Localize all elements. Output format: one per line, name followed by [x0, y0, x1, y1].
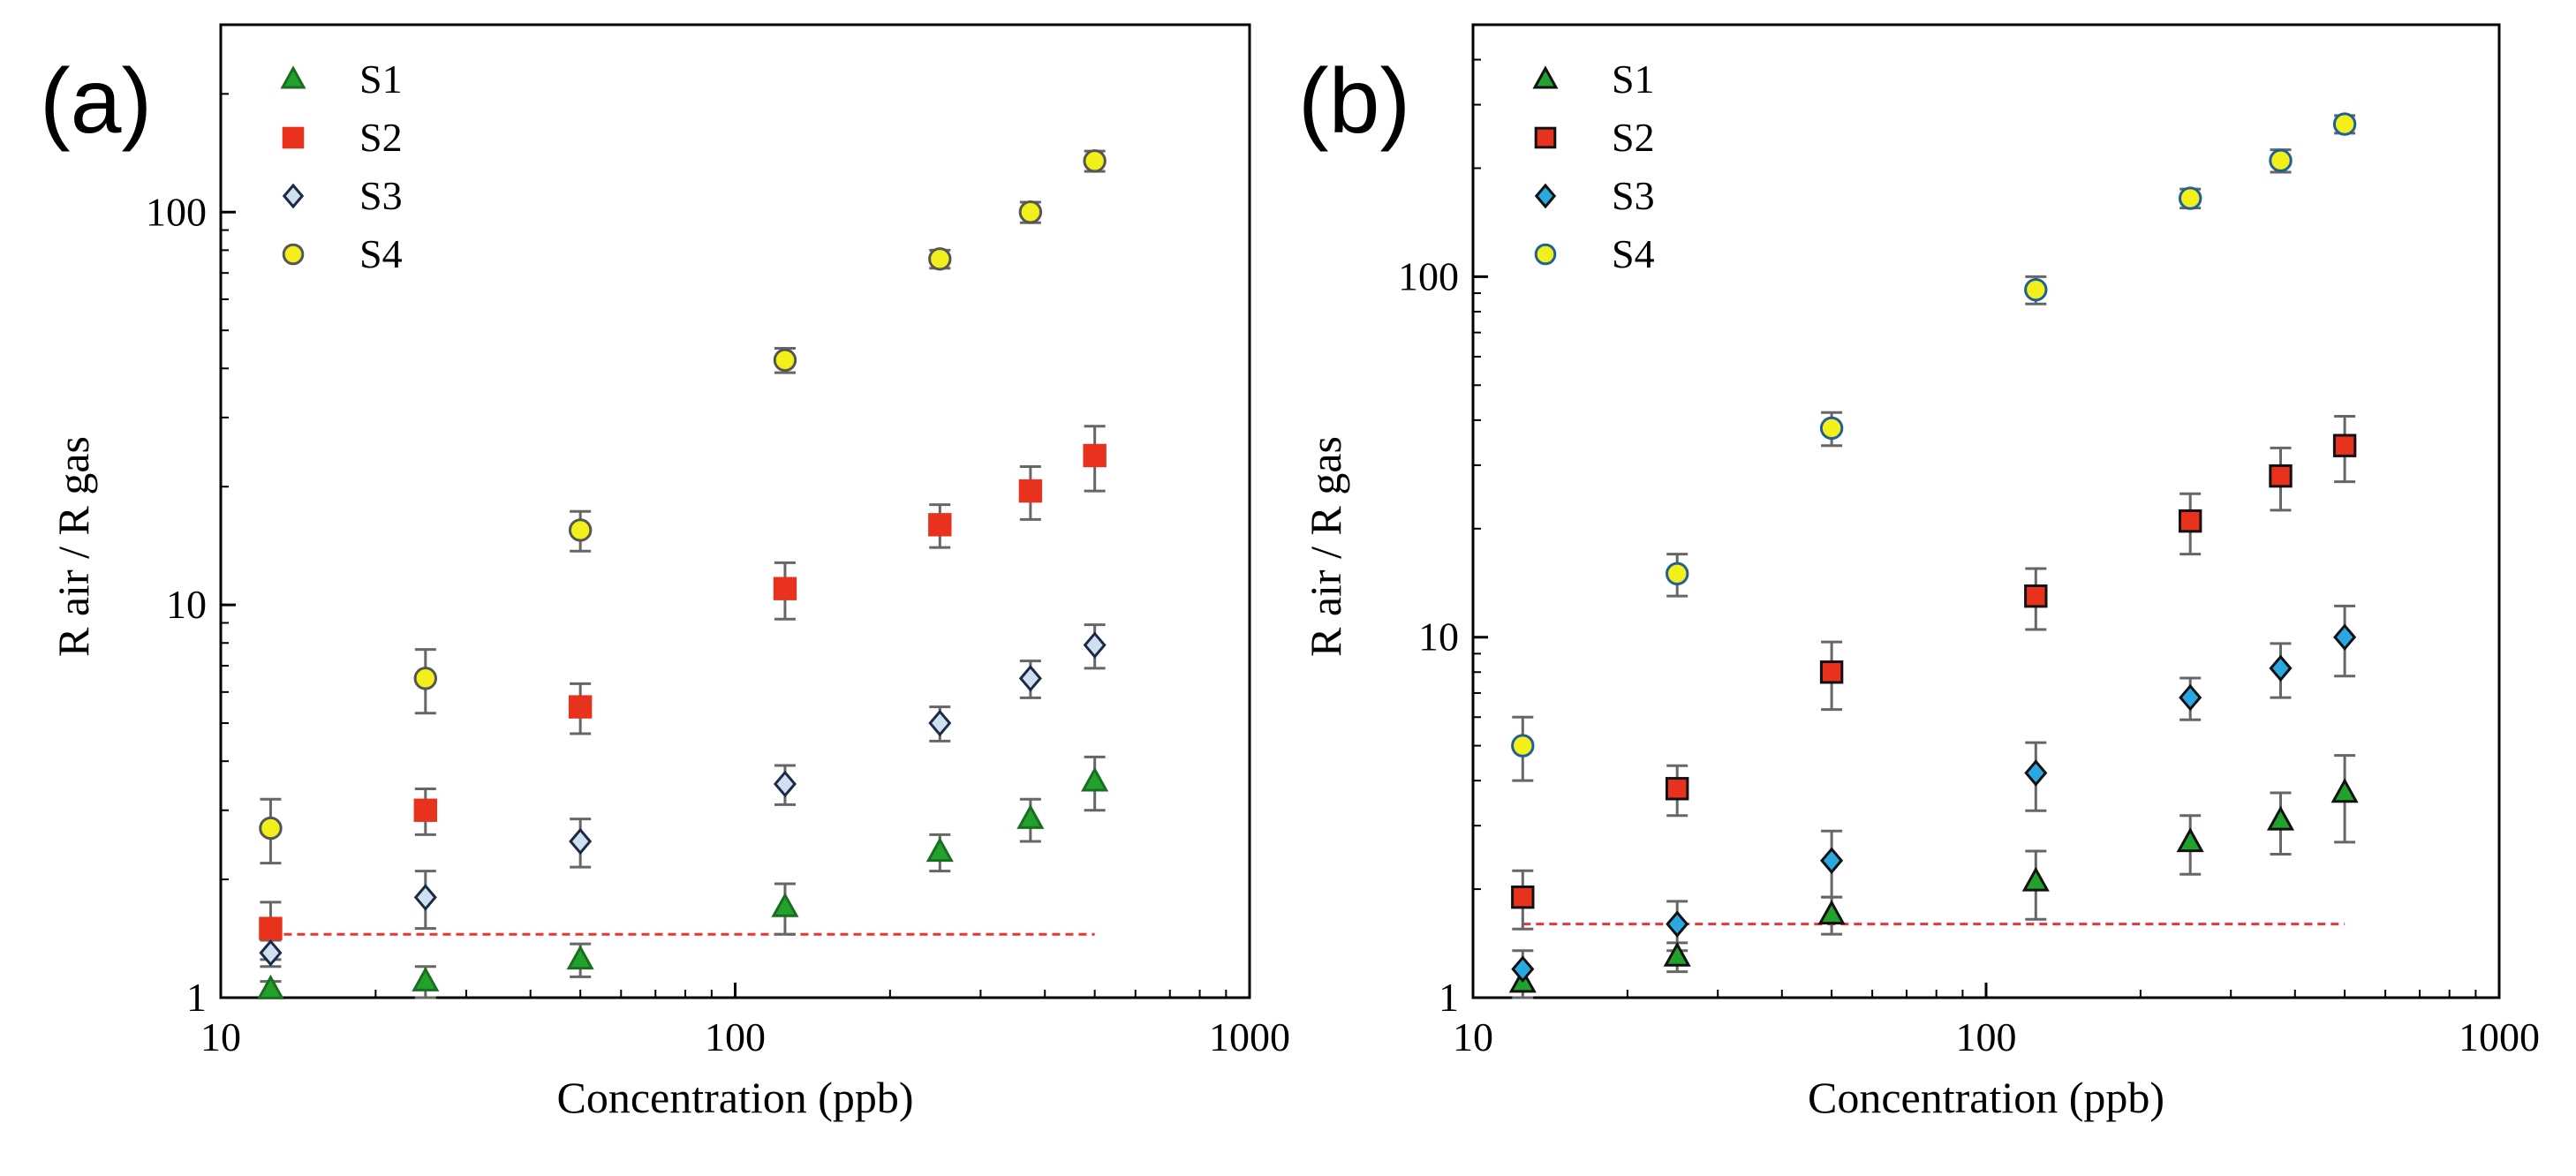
y-tick-label: 1: [186, 975, 207, 1020]
legend-label-s1: S1: [1612, 57, 1655, 102]
legend-label-s3: S3: [359, 173, 403, 218]
s3-point: [2179, 683, 2202, 712]
legend-marker-s3: [282, 183, 305, 209]
legend-marker-s2: [282, 126, 305, 149]
s1-point: [412, 966, 440, 991]
s4-point: [2332, 112, 2357, 136]
y-tick-label: 10: [1418, 614, 1459, 660]
plot-frame: [1471, 23, 2501, 999]
s3-point: [1820, 847, 1844, 875]
s4-point: [1083, 149, 1107, 173]
s1-point: [925, 837, 954, 863]
s3-point: [569, 827, 593, 856]
s2-point: [1018, 479, 1043, 503]
s1-point: [1663, 941, 1691, 967]
s4-point: [568, 518, 593, 542]
s3-point: [928, 709, 952, 737]
s4-point: [2179, 186, 2202, 210]
s2-point: [2332, 433, 2357, 457]
s2-point: [1666, 777, 1689, 801]
s3-point: [1511, 955, 1535, 983]
s1-point: [2266, 805, 2295, 831]
s3-point: [1018, 665, 1042, 692]
s2-point: [1511, 885, 1535, 909]
s4-point: [259, 816, 283, 841]
s1-point: [2176, 827, 2204, 853]
x-tick-label: 100: [1956, 1014, 2017, 1059]
x-axis-label: Concentration (ppb): [556, 1073, 913, 1122]
legend-label-s4: S4: [1612, 231, 1655, 276]
s3-point: [413, 884, 437, 911]
y-tick-label: 100: [146, 189, 207, 234]
s2-point: [1819, 660, 1844, 684]
s1-point: [1817, 900, 1846, 925]
legend-marker-s2: [1534, 126, 1557, 149]
legend-marker-s1: [280, 65, 306, 89]
s3-point: [259, 939, 283, 967]
y-tick-label: 1: [1439, 975, 1459, 1020]
y-axis-label: R air / R gas: [49, 436, 98, 657]
s2-point: [2179, 509, 2202, 533]
s4-point: [2269, 148, 2293, 173]
s3-point: [2269, 654, 2293, 682]
legend-marker-s3: [1534, 183, 1557, 209]
s4-point: [1018, 200, 1043, 224]
s1-point: [2330, 778, 2359, 803]
panel-label: (a): [40, 50, 152, 153]
s2-point: [773, 577, 797, 600]
x-tick-label: 100: [705, 1014, 766, 1059]
s2-point: [259, 916, 283, 940]
s1-point: [1081, 766, 1109, 792]
s1-point: [771, 892, 799, 917]
legend-label-s2: S2: [359, 115, 403, 160]
legend-label-s1: S1: [359, 57, 403, 102]
s2-point: [2269, 464, 2293, 488]
legend-marker-s4: [282, 243, 305, 266]
s3-point: [1083, 631, 1107, 659]
s4-point: [1666, 562, 1689, 585]
s2-point: [928, 513, 952, 537]
x-tick-label: 10: [200, 1014, 241, 1059]
s2-point: [2024, 584, 2048, 608]
s3-point: [773, 770, 797, 798]
s2-point: [413, 798, 438, 822]
legend-marker-s4: [1534, 243, 1557, 266]
panel-label: (b): [1298, 50, 1410, 153]
s1-point: [2021, 866, 2050, 892]
x-axis-label: Concentration (ppb): [1808, 1073, 2164, 1122]
s2-point: [568, 695, 593, 719]
s4-point: [1511, 734, 1535, 758]
s2-point: [1083, 443, 1107, 468]
s3-point: [2333, 623, 2357, 652]
s4-point: [773, 348, 797, 373]
s4-point: [413, 667, 438, 690]
s1-point: [256, 974, 284, 999]
x-tick-label: 10: [1453, 1014, 1493, 1059]
x-tick-label: 1000: [2459, 1014, 2540, 1059]
legend-marker-s1: [1532, 65, 1559, 89]
y-tick-label: 10: [166, 582, 207, 627]
s4-point: [928, 247, 952, 271]
y-tick-label: 100: [1398, 253, 1459, 298]
y-axis-label: R air / R gas: [1301, 436, 1350, 657]
legend-label-s2: S2: [1612, 115, 1655, 160]
s1-point: [566, 945, 594, 970]
s3-point: [1666, 910, 1689, 938]
s4-point: [2024, 277, 2048, 302]
x-tick-label: 1000: [1209, 1014, 1290, 1059]
legend-label-s3: S3: [1612, 173, 1655, 218]
legend-label-s4: S4: [359, 231, 403, 276]
s4-point: [1819, 416, 1844, 441]
s1-point: [1016, 803, 1045, 829]
s3-point: [2024, 759, 2048, 787]
